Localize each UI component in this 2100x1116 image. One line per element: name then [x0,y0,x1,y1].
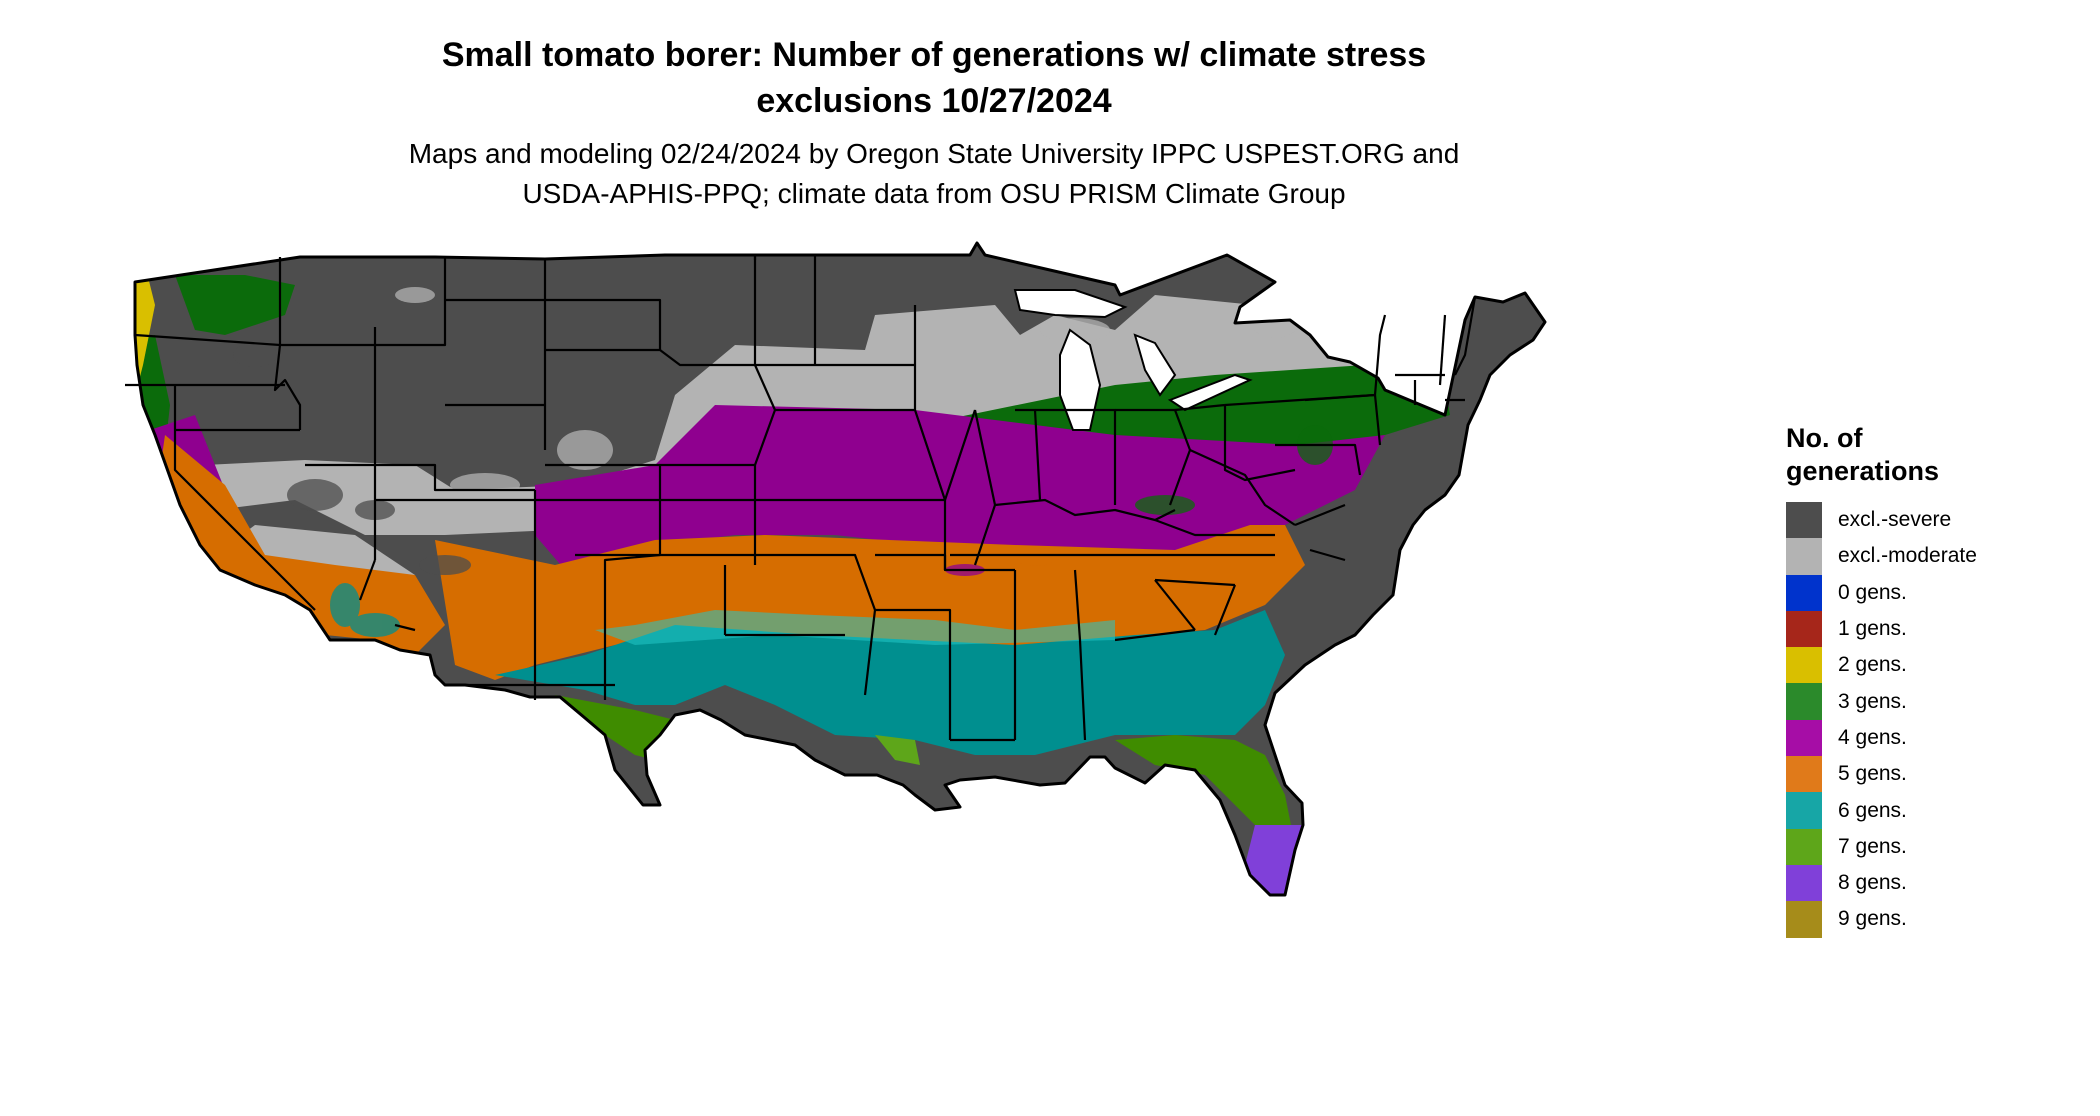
legend-label: 9 gens. [1838,907,1907,931]
legend-title-line-1: No. of [1786,423,1863,453]
legend-label: 0 gens. [1838,580,1907,604]
lake-erie [1167,373,1253,412]
legend-swatch [1786,574,1822,611]
map-legend: No. of generations excl.-severe excl.-mo… [1786,422,1977,938]
state-boundaries [125,255,1477,742]
legend-item-1-gens: 1 gens. [1786,610,1977,648]
legend-swatch [1786,901,1822,938]
legend-swatch [1786,647,1822,684]
legend-title: No. of generations [1786,422,1977,488]
legend-item-0-gens: 0 gens. [1786,574,1977,611]
legend-swatch [1786,502,1822,539]
legend-swatch [1786,538,1822,575]
legend-item-8-gens: 8 gens. [1786,864,1977,902]
legend-item-excl-moderate: excl.-moderate [1786,538,1977,575]
legend-label: 1 gens. [1838,617,1907,641]
legend-swatch [1786,719,1822,757]
legend-item-9-gens: 9 gens. [1786,901,1977,938]
legend-item-3-gens: 3 gens. [1786,683,1977,720]
map-title-line-1: Small tomato borer: Number of generation… [441,36,1427,74]
legend-item-excl-severe: excl.-severe [1786,502,1977,539]
map-title-line-2: exclusions 10/27/2024 [756,82,1112,120]
map-subtitle: Maps and modeling 02/24/2024 by Oregon S… [0,134,1868,214]
legend-swatch [1786,792,1822,829]
legend-item-2-gens: 2 gens. [1786,647,1977,684]
legend-label: 2 gens. [1838,653,1907,677]
legend-label: 4 gens. [1838,725,1907,749]
map-subtitle-line-1: Maps and modeling 02/24/2024 by Oregon S… [408,138,1460,169]
legend-item-5-gens: 5 gens. [1786,756,1977,793]
legend-label: 3 gens. [1838,689,1907,713]
legend-swatch [1786,828,1822,865]
legend-label: 5 gens. [1838,762,1907,786]
legend-title-line-2: generations [1786,456,1940,486]
legend-item-7-gens: 7 gens. [1786,828,1977,865]
legend-item-4-gens: 4 gens. [1786,719,1977,757]
legend-label: 6 gens. [1838,798,1907,822]
us-generations-map [125,241,1547,897]
legend-swatch [1786,864,1822,902]
legend-label: excl.-severe [1838,508,1952,532]
map-title: Small tomato borer: Number of generation… [0,32,1868,124]
lake-superior [1013,289,1128,319]
legend-label: 8 gens. [1838,871,1907,895]
legend-label: excl.-moderate [1838,544,1977,568]
lake-michigan [1059,328,1102,431]
legend-swatch [1786,683,1822,720]
map-subtitle-line-2: USDA-APHIS-PPQ; climate data from OSU PR… [522,178,1346,209]
legend-swatch [1786,756,1822,793]
generation-zones [135,243,1545,895]
legend-label: 7 gens. [1838,834,1907,858]
lake-huron [1133,333,1177,397]
legend-item-6-gens: 6 gens. [1786,792,1977,829]
legend-swatch [1786,610,1822,648]
